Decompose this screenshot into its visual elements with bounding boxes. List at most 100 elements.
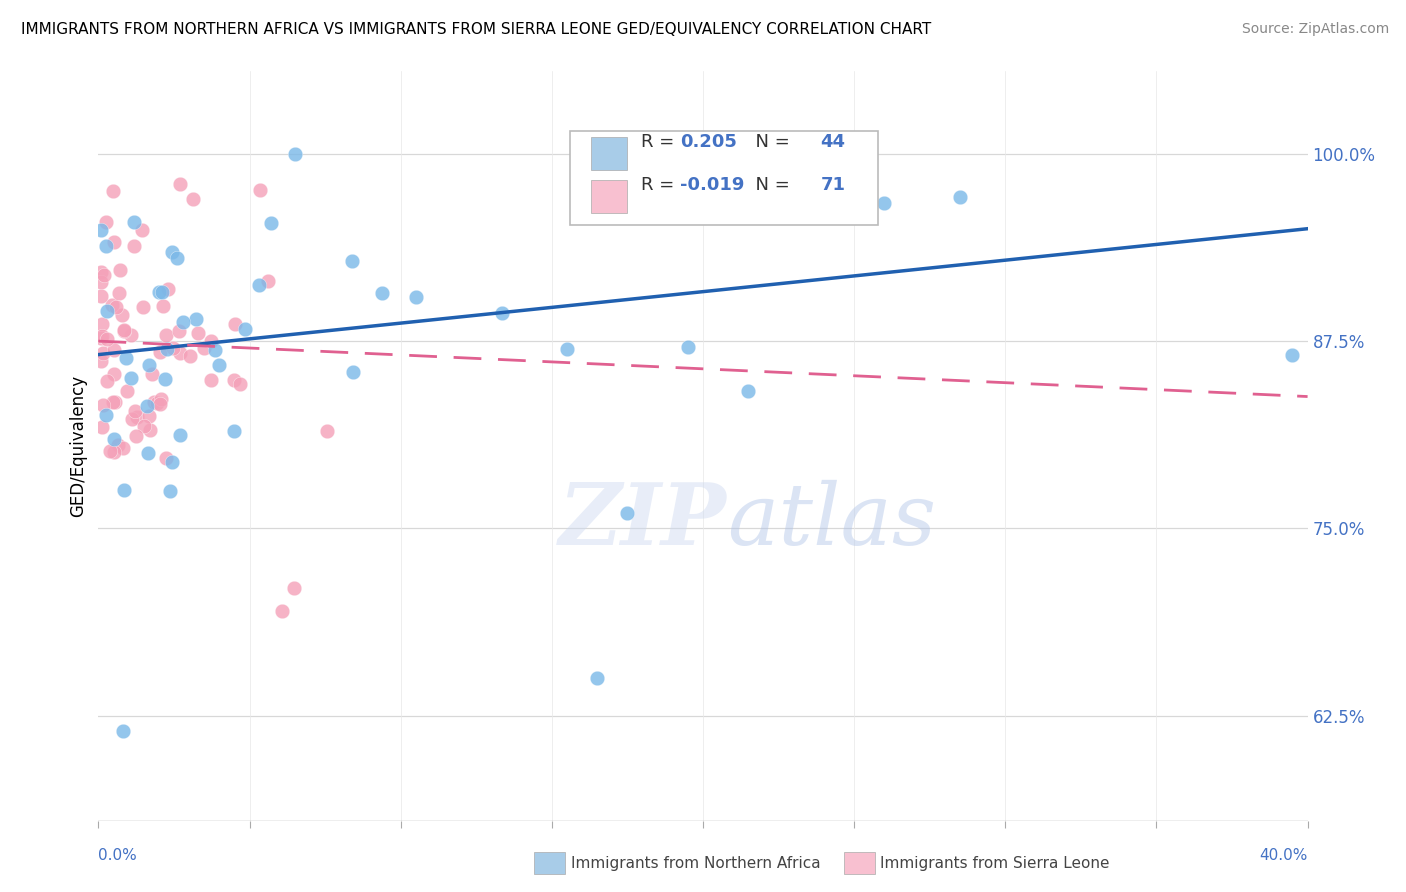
FancyBboxPatch shape [591,136,627,170]
Point [149,345,172,359]
Point [141,367,163,381]
Point [315,424,337,438]
Point [136,446,159,460]
Point [96,374,118,388]
Text: 0.0%: 0.0% [98,847,138,863]
Point [145,395,167,409]
Point [103,235,125,250]
Point [737,384,759,398]
Point [181,192,204,206]
Point [153,371,176,385]
Point [138,358,160,372]
Point [105,300,128,314]
Point [167,324,190,338]
Point [90,265,112,279]
Point [340,254,363,268]
Point [111,441,134,455]
Point [152,299,174,313]
Point [103,394,125,409]
Point [159,483,181,498]
Point [122,239,145,253]
Point [160,455,183,469]
Point [157,283,180,297]
Point [169,427,191,442]
Point [98,444,121,458]
Point [90,354,112,368]
Point [91,346,114,360]
Text: -0.019: -0.019 [681,177,744,194]
Point [90,275,112,289]
Text: N =: N = [744,133,796,152]
Point [169,346,191,360]
Point [166,251,188,265]
Point [96,215,118,229]
Point [224,317,246,331]
Point [96,408,118,422]
Point [229,376,252,391]
Point [179,350,201,364]
Point [200,373,222,387]
Point [150,285,173,300]
Point [271,604,294,618]
Point [91,398,114,412]
Point [103,444,125,458]
Point [101,184,124,198]
Point [120,328,142,343]
Point [107,438,129,452]
Point [112,323,135,337]
Point [131,301,153,315]
Point [249,183,271,197]
Point [149,397,172,411]
Point [111,308,134,322]
Point [156,342,179,356]
Point [283,582,305,596]
Point [90,223,112,237]
Point [586,671,609,685]
Point [96,332,118,346]
Text: R =: R = [641,133,681,152]
Point [112,324,135,338]
Text: R =: R = [641,177,681,194]
Point [91,420,114,434]
Point [873,196,896,211]
Point [169,177,191,191]
Point [90,331,112,345]
Point [143,394,166,409]
Point [112,483,135,498]
Point [111,723,134,738]
Point [121,412,143,426]
Point [260,216,283,230]
Text: N =: N = [744,177,796,194]
Text: Immigrants from Sierra Leone: Immigrants from Sierra Leone [880,856,1109,871]
Text: 44: 44 [820,133,845,152]
Point [94,239,117,253]
Point [91,329,114,343]
Point [405,291,427,305]
Point [90,317,112,331]
Point [1281,348,1303,362]
Point [616,507,638,521]
Point [131,222,153,236]
Y-axis label: GED/Equivalency: GED/Equivalency [69,375,87,517]
Point [93,268,115,283]
Point [555,342,578,356]
Point [155,451,177,466]
Point [124,215,146,229]
Point [187,326,209,340]
Point [224,424,246,438]
Point [160,244,183,259]
Point [121,371,143,385]
Point [208,358,231,372]
Text: 71: 71 [820,177,845,194]
Point [193,341,215,355]
Point [108,286,131,301]
Point [949,190,972,204]
Point [103,343,125,358]
Text: IMMIGRANTS FROM NORTHERN AFRICA VS IMMIGRANTS FROM SIERRA LEONE GED/EQUIVALENCY : IMMIGRANTS FROM NORTHERN AFRICA VS IMMIG… [21,22,931,37]
Point [125,429,148,443]
Point [101,298,124,312]
Point [162,341,184,355]
Point [115,384,138,399]
Point [150,392,173,407]
FancyBboxPatch shape [591,180,627,213]
